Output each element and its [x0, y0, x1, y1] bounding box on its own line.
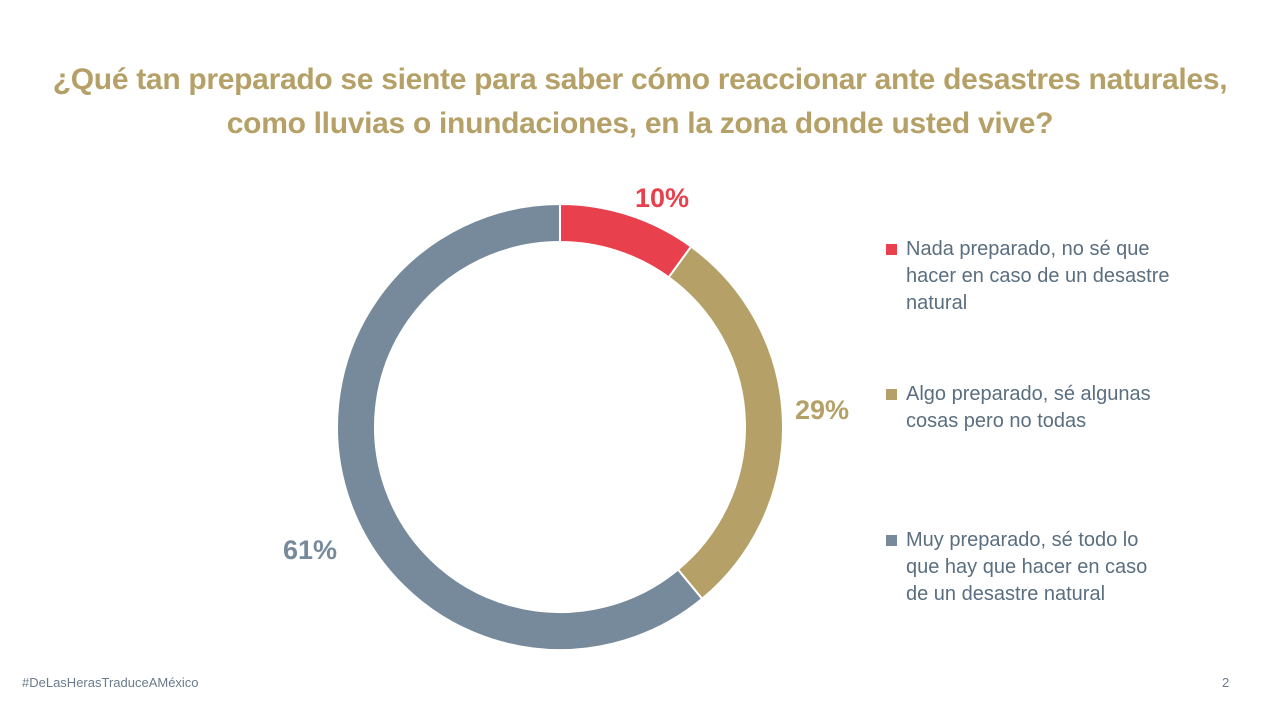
legend-swatch: [886, 244, 897, 255]
footer-hashtag: #DeLasHerasTraduceAMéxico: [22, 675, 199, 690]
legend-label-line: Muy preparado, sé todo lo: [906, 529, 1139, 551]
chart-title-line-1: ¿Qué tan preparado se siente para saber …: [52, 63, 1228, 96]
data-label-1: 10%: [635, 183, 689, 213]
legend-label-line: de un desastre natural: [906, 583, 1106, 605]
data-label-3: 61%: [283, 535, 337, 565]
legend-label-line: natural: [906, 292, 968, 314]
chart-title: ¿Qué tan preparado se siente para saber …: [40, 58, 1240, 146]
legend-label-line: que hay que hacer en caso: [906, 556, 1148, 578]
legend-label-line: Algo preparado, sé algunas: [906, 383, 1151, 405]
donut-slice-2: [667, 245, 784, 601]
legend-item-algo-preparado: Algo preparado, sé algunas cosas pero no…: [886, 381, 1151, 435]
page-number: 2: [1222, 675, 1230, 690]
legend-item-nada-preparado: Nada preparado, no sé que hacer en caso …: [886, 236, 1170, 317]
legend-label-line: cosas pero no todas: [906, 410, 1087, 432]
data-label-2: 29%: [795, 395, 849, 425]
legend-label-line: hacer en caso de un desastre: [906, 265, 1170, 287]
legend-label-line: Nada preparado, no sé que: [906, 238, 1150, 260]
chart-title-line-2: como lluvias o inundaciones, en la zona …: [226, 107, 1054, 140]
legend-swatch: [886, 535, 897, 546]
donut-slice-1: [559, 202, 693, 279]
donut-slice-3: [336, 202, 704, 651]
legend-item-muy-preparado: Muy preparado, sé todo lo que hay que ha…: [886, 527, 1147, 608]
legend-swatch: [886, 389, 897, 400]
